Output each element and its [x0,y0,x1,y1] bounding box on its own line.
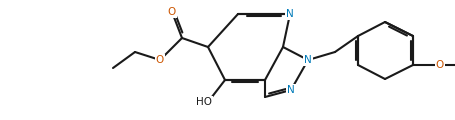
Text: N: N [304,55,312,65]
Text: O: O [436,60,444,70]
Text: N: N [286,9,294,19]
Text: N: N [287,85,295,95]
Text: O: O [156,55,164,65]
Text: O: O [168,7,176,17]
Text: HO: HO [196,97,212,107]
